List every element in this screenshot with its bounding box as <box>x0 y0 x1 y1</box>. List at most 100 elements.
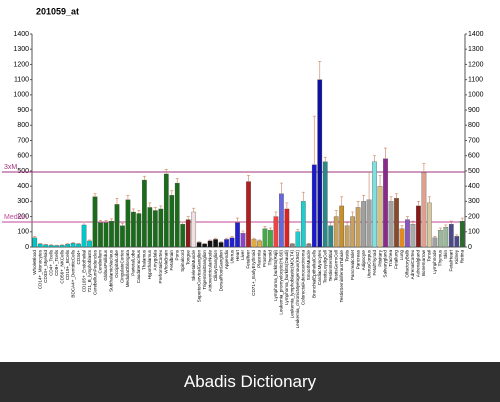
x-tick-label: SubthalamicNucleus <box>109 249 114 292</box>
bar <box>235 222 240 248</box>
x-tick-label: Tonsil <box>427 250 432 262</box>
x-tick-label: WholeBlood <box>32 250 37 275</box>
y-tick-label: 200 <box>17 213 29 220</box>
x-tick-label: Caudatenucleus <box>136 249 141 283</box>
x-tick-label: Hypothalamus <box>147 249 152 279</box>
bar <box>361 201 366 248</box>
y2-tick-label: 400 <box>468 183 480 190</box>
y-tick-label: 1000 <box>13 92 29 99</box>
x-tick-label: BronchialEpithelialCells <box>311 249 316 298</box>
x-tick-label: CD19+_BCells <box>65 249 70 280</box>
bar <box>174 182 180 248</box>
x-tick-label: Lung <box>399 250 404 261</box>
y-tick-label: 400 <box>17 183 29 190</box>
bar <box>196 242 202 248</box>
bar <box>120 225 125 248</box>
x-tick-label: MedullaOblongata <box>125 250 130 288</box>
x-tick-label: TestisInterstitial <box>328 250 333 281</box>
x-tick-label: Thymus <box>438 249 443 266</box>
y-tick-label: 100 <box>17 229 29 236</box>
x-tick-label: Trachea <box>388 250 393 267</box>
x-tick-label: Amygdala <box>153 250 158 271</box>
bar <box>70 243 76 248</box>
bar <box>131 211 136 248</box>
bar <box>218 242 224 248</box>
bar <box>328 225 334 248</box>
bar <box>448 224 454 248</box>
x-tick-label: GlobusPallidus <box>103 249 108 280</box>
x-tick-label: TestisSeminiferousTubule <box>339 250 344 303</box>
bar <box>257 240 262 248</box>
y-tick-label: 900 <box>17 107 29 114</box>
bar <box>114 204 120 248</box>
y2-tick-label: 800 <box>468 122 480 129</box>
x-tick-label: CD56+_NKCells <box>59 249 64 283</box>
x-tick-label: Kidney <box>454 249 459 264</box>
bar <box>32 237 38 248</box>
y2-tick-label: 1200 <box>468 61 484 68</box>
bar <box>152 210 158 248</box>
x-tick-label: Spinalcord <box>180 250 185 272</box>
x-tick-label: Leukemia_promyelocytic(HL60) <box>279 250 284 315</box>
bar <box>229 237 235 248</box>
bar <box>43 244 49 248</box>
x-tick-label: CD4+_Tcells <box>48 249 53 276</box>
x-tick-label: PancreaticIslet <box>350 249 355 280</box>
x-tick-label: Liver <box>240 250 245 260</box>
bar <box>185 219 191 248</box>
bar <box>437 230 443 248</box>
bar <box>136 213 142 248</box>
x-tick-label: Pancreas <box>355 249 360 269</box>
bar <box>421 172 427 248</box>
x-tick-label: SuperiorCervicalGanglion <box>196 250 201 303</box>
x-tick-label: TrigeminalGanglion <box>202 250 207 290</box>
chart: 201059_at 0 0 100 100 200 200 300 300 400 400 500 5… <box>2 6 484 328</box>
x-tick-label: BDCA4+_DentriticCells <box>70 249 75 297</box>
x-tick-label: Bonemarrow <box>421 249 426 276</box>
bar <box>246 181 251 248</box>
y-tick-label: 600 <box>17 153 29 160</box>
x-tick-label: Fetallung <box>394 250 399 269</box>
y2-tick-label: 500 <box>468 168 480 175</box>
bar <box>207 240 213 248</box>
x-tick-label: AdrenalCortex <box>410 249 415 279</box>
bar <box>262 228 268 248</box>
bar <box>459 220 465 248</box>
x-tick-label: Prostate <box>262 250 267 268</box>
bar <box>180 224 186 248</box>
x-tick-label: Lymphoma_burkitts(Daudi) <box>284 250 289 305</box>
bar <box>366 199 372 248</box>
y2-tick-label: 100 <box>468 229 480 236</box>
x-tick-label: TestisLeydigCell <box>322 250 327 283</box>
bar <box>322 161 328 248</box>
x-tick-label: CerebellumPeduncles <box>92 249 97 295</box>
x-tick-label: Thyroid <box>268 250 273 266</box>
x-tick-label: Leukemia_lymphoblastic(MOLT4) <box>290 250 295 319</box>
bar <box>333 216 339 248</box>
y-tick-label: 300 <box>17 198 29 205</box>
x-tick-label: CiliaryGanglion <box>213 250 218 282</box>
bar <box>410 224 416 248</box>
x-tick-label: OccipitalLobe <box>114 250 119 278</box>
bar <box>454 236 460 248</box>
x-tick-label: SmoothMuscle <box>306 250 311 281</box>
bar <box>377 185 383 248</box>
y-tick-label: 1100 <box>14 76 29 83</box>
bar <box>295 231 301 248</box>
bar <box>125 199 131 248</box>
bar <box>158 208 164 248</box>
x-tick-label: Cerebellum <box>98 250 103 274</box>
bar <box>300 201 306 248</box>
x-tick-label: CardiacMyocytes <box>317 249 322 285</box>
bar <box>76 243 81 248</box>
chart-title: 201059_at <box>36 6 79 16</box>
x-tick-label: CingulateCortex <box>120 249 125 283</box>
x-tick-label: CD71+_EarlyErythroid <box>251 250 256 296</box>
y2-tick-label: 700 <box>468 137 480 144</box>
x-tick-label: WholeBrain <box>164 250 169 274</box>
bar <box>268 230 273 248</box>
bar <box>355 207 361 248</box>
y-tick-label: 700 <box>17 137 29 144</box>
